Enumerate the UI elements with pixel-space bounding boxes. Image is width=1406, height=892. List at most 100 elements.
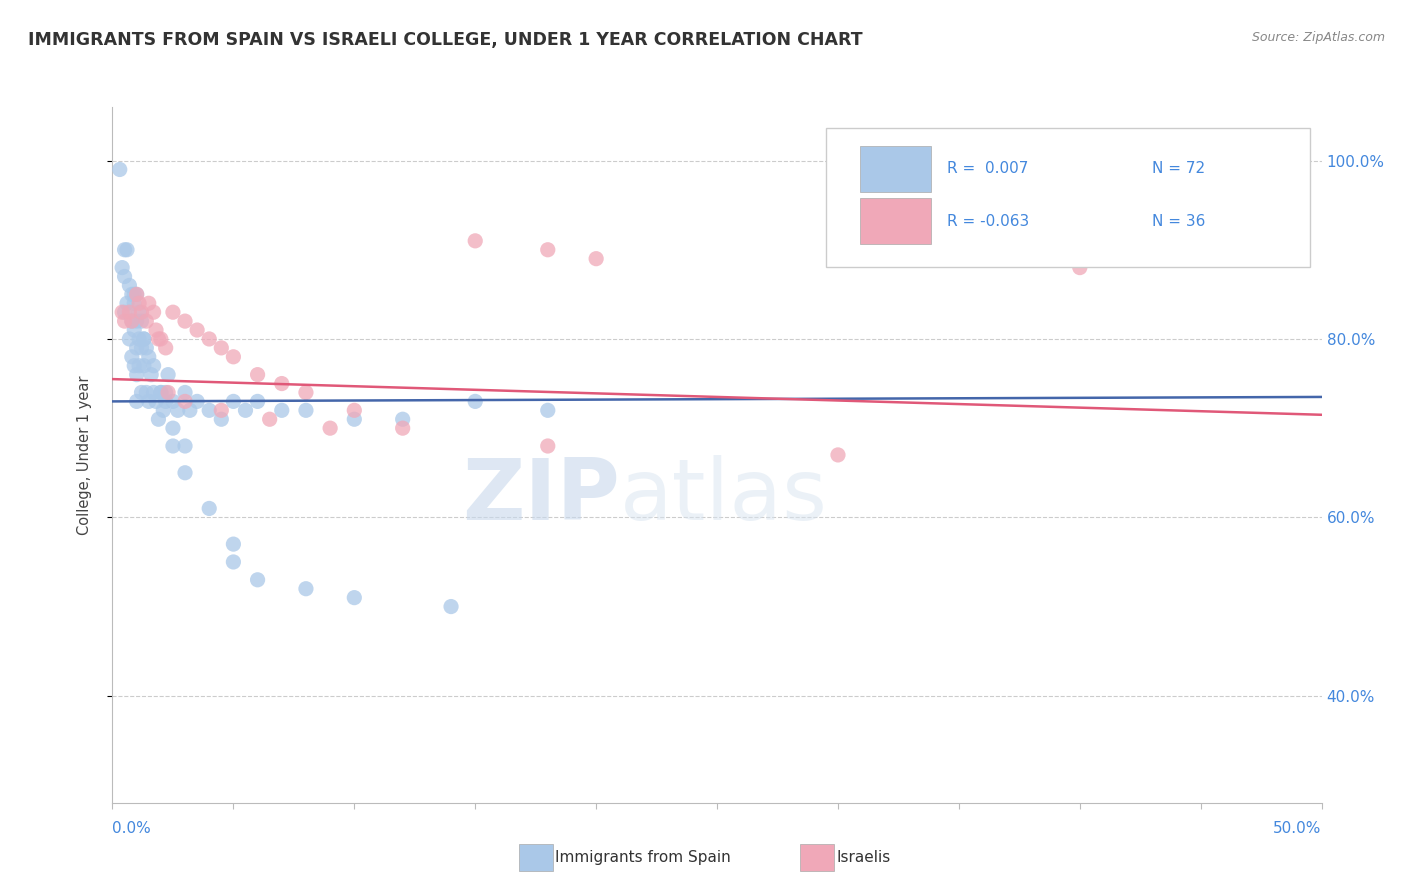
Point [295,385,318,400]
Point [166,403,188,417]
Point [122,359,145,373]
Point [125,341,148,355]
Point [157,385,180,400]
Point [128,332,150,346]
Point [115,296,138,310]
Point [142,385,165,400]
Y-axis label: College, Under 1 year: College, Under 1 year [77,376,91,534]
Point [149,385,172,400]
Point [174,314,197,328]
Point [152,403,174,417]
Point [295,582,318,596]
Point [145,323,167,337]
Point [222,394,245,409]
Text: Israelis: Israelis [837,850,891,864]
Point [537,243,560,257]
Text: N = 72: N = 72 [1153,161,1205,177]
Point [114,243,136,257]
Point [174,385,197,400]
Point [391,421,413,435]
Point [135,341,157,355]
Point [148,332,170,346]
Point [827,448,849,462]
Point [125,287,148,301]
Point [246,573,269,587]
Point [132,332,155,346]
Point [343,412,366,426]
Point [125,287,148,301]
Text: atlas: atlas [620,455,828,538]
Point [198,332,221,346]
Point [142,305,165,319]
Point [246,394,269,409]
Point [270,376,292,391]
Point [162,421,184,435]
Point [128,296,150,310]
Point [142,359,165,373]
Point [125,314,148,328]
Point [135,314,157,328]
Point [122,323,145,337]
Point [138,350,160,364]
Point [464,234,486,248]
Point [391,412,413,426]
Point [115,243,138,257]
Point [108,162,131,177]
Point [209,403,232,417]
Text: Source: ZipAtlas.com: Source: ZipAtlas.com [1251,31,1385,45]
Point [121,314,143,328]
Point [114,269,136,284]
Point [118,278,141,293]
Point [222,537,245,551]
Point [537,439,560,453]
Point [222,555,245,569]
Point [138,296,160,310]
Point [122,296,145,310]
Point [162,394,184,409]
Point [464,394,486,409]
Point [157,368,180,382]
Point [585,252,607,266]
Text: Immigrants from Spain: Immigrants from Spain [555,850,731,864]
Point [149,332,172,346]
Point [343,591,366,605]
Point [162,439,184,453]
Point [131,385,153,400]
Text: 0.0%: 0.0% [112,821,152,836]
FancyBboxPatch shape [859,146,931,192]
Point [118,332,141,346]
Point [148,412,170,426]
Point [174,394,197,409]
Text: R = -0.063: R = -0.063 [946,214,1029,228]
Point [186,394,208,409]
Point [209,341,232,355]
Point [141,368,163,382]
Point [132,359,155,373]
Point [145,394,167,409]
Point [155,385,177,400]
Point [198,403,221,417]
Point [235,403,257,417]
FancyBboxPatch shape [859,198,931,244]
Text: R =  0.007: R = 0.007 [946,161,1028,177]
Point [135,385,157,400]
Point [537,403,560,417]
Point [138,394,160,409]
FancyBboxPatch shape [825,128,1309,267]
Point [125,394,148,409]
Point [131,341,153,355]
Point [125,368,148,382]
Point [121,287,143,301]
Point [155,394,177,409]
Point [295,403,318,417]
Point [440,599,463,614]
Point [118,305,141,319]
Point [179,403,201,417]
Point [162,305,184,319]
Text: ZIP: ZIP [463,455,620,538]
Point [155,341,177,355]
Point [111,260,134,275]
Point [174,439,197,453]
Point [128,305,150,319]
Point [270,403,292,417]
